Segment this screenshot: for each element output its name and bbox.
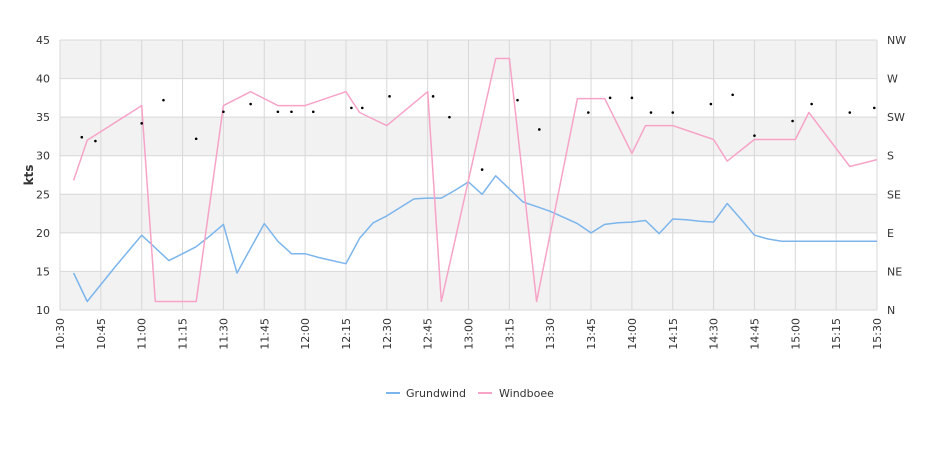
x-axis-ticks: 10:30 10:45 11:00 11:15 11:30 11:45 12:00 12:15… — [54, 318, 884, 350]
y-tick-label: 20 — [36, 227, 50, 240]
direction-point — [731, 93, 734, 97]
vertical-gridlines — [59, 40, 878, 310]
x-tick-label: 14:15 — [667, 318, 680, 350]
direction-point — [194, 137, 198, 141]
right-tick-label: S — [887, 150, 894, 163]
x-tick-label: 15:15 — [830, 318, 843, 350]
direction-point — [388, 95, 391, 98]
direction-point — [94, 139, 97, 143]
y-tick-label: 45 — [36, 34, 50, 47]
series-line-windboee[interactable] — [72, 57, 878, 303]
x-tick-label: 11:15 — [177, 318, 190, 350]
right-tick-label: NW — [887, 34, 906, 47]
direction-point — [249, 102, 252, 106]
direction-point — [587, 111, 590, 114]
direction-point — [80, 135, 84, 139]
y-tick-label: 25 — [36, 188, 50, 201]
direction-point — [162, 98, 165, 102]
x-tick-label: 14:00 — [626, 318, 639, 350]
x-tick-label: 10:30 — [54, 318, 67, 350]
y-tick-label: 35 — [36, 111, 50, 124]
x-tick-label: 11:45 — [258, 318, 271, 350]
x-tick-label: 11:30 — [217, 318, 230, 350]
x-tick-label: 12:30 — [381, 318, 394, 350]
x-tick-label: 13:15 — [503, 318, 516, 350]
x-tick-label: 14:30 — [708, 318, 721, 350]
direction-point — [276, 110, 280, 114]
x-tick-label: 13:45 — [585, 318, 598, 350]
direction-point — [360, 106, 364, 110]
direction-point — [290, 110, 293, 114]
direction-point — [311, 110, 315, 114]
x-tick-label: 15:00 — [789, 318, 802, 350]
direction-point — [649, 111, 653, 114]
direction-point — [431, 95, 435, 98]
legend-label-grundwind: Grundwind — [406, 387, 466, 400]
direction-point — [630, 96, 634, 100]
right-tick-label: N — [887, 304, 895, 317]
series-lines — [72, 57, 878, 303]
direction-point — [222, 110, 225, 114]
direction-point — [480, 168, 484, 171]
direction-point — [140, 122, 143, 125]
direction-point — [753, 134, 756, 137]
legend-item-windboee[interactable]: Windboee — [478, 387, 554, 400]
right-tick-label: E — [887, 227, 894, 240]
x-tick-label: 11:00 — [136, 318, 149, 350]
direction-point — [791, 119, 794, 123]
x-tick-label: 15:30 — [871, 318, 884, 350]
direction-point — [608, 96, 612, 100]
y-tick-label: 15 — [36, 265, 50, 278]
y-tick-label: 10 — [36, 304, 50, 317]
x-tick-label: 10:45 — [95, 318, 108, 350]
y-axis-ticks: 10 15 20 25 30 35 40 45 — [36, 34, 50, 317]
direction-points — [80, 93, 876, 171]
y-tick-label: 40 — [36, 73, 50, 86]
direction-point — [538, 128, 541, 131]
right-tick-label: SE — [887, 188, 901, 201]
direction-point — [872, 106, 876, 110]
direction-point — [448, 115, 451, 119]
x-tick-label: 14:45 — [748, 318, 761, 350]
direction-point — [848, 111, 852, 114]
y-tick-label: 30 — [36, 150, 50, 163]
legend-item-grundwind[interactable]: Grundwind — [386, 387, 466, 400]
right-tick-label: W — [887, 73, 898, 86]
direction-point — [709, 102, 713, 106]
right-tick-label: SW — [887, 111, 905, 124]
x-tick-label: 12:15 — [340, 318, 353, 350]
horizontal-gridlines — [60, 39, 877, 311]
x-tick-label: 12:45 — [422, 318, 435, 350]
series-line-grundwind[interactable] — [72, 175, 877, 303]
x-tick-label: 13:30 — [544, 318, 557, 350]
y-axis-label: kts — [22, 165, 36, 186]
right-tick-label: NE — [887, 265, 902, 278]
direction-point — [810, 102, 813, 106]
direction-point — [671, 111, 675, 114]
legend[interactable]: Grundwind Windboee — [386, 387, 554, 400]
x-tick-label: 13:00 — [463, 318, 476, 350]
legend-label-windboee: Windboee — [499, 387, 554, 400]
right-tick-label: N — [887, 0, 895, 3]
x-tick-label: 12:00 — [299, 318, 312, 350]
direction-point — [350, 106, 353, 110]
direction-point — [516, 98, 519, 102]
right-axis-ticks: N NE E SE S SW W NW N — [887, 0, 906, 317]
